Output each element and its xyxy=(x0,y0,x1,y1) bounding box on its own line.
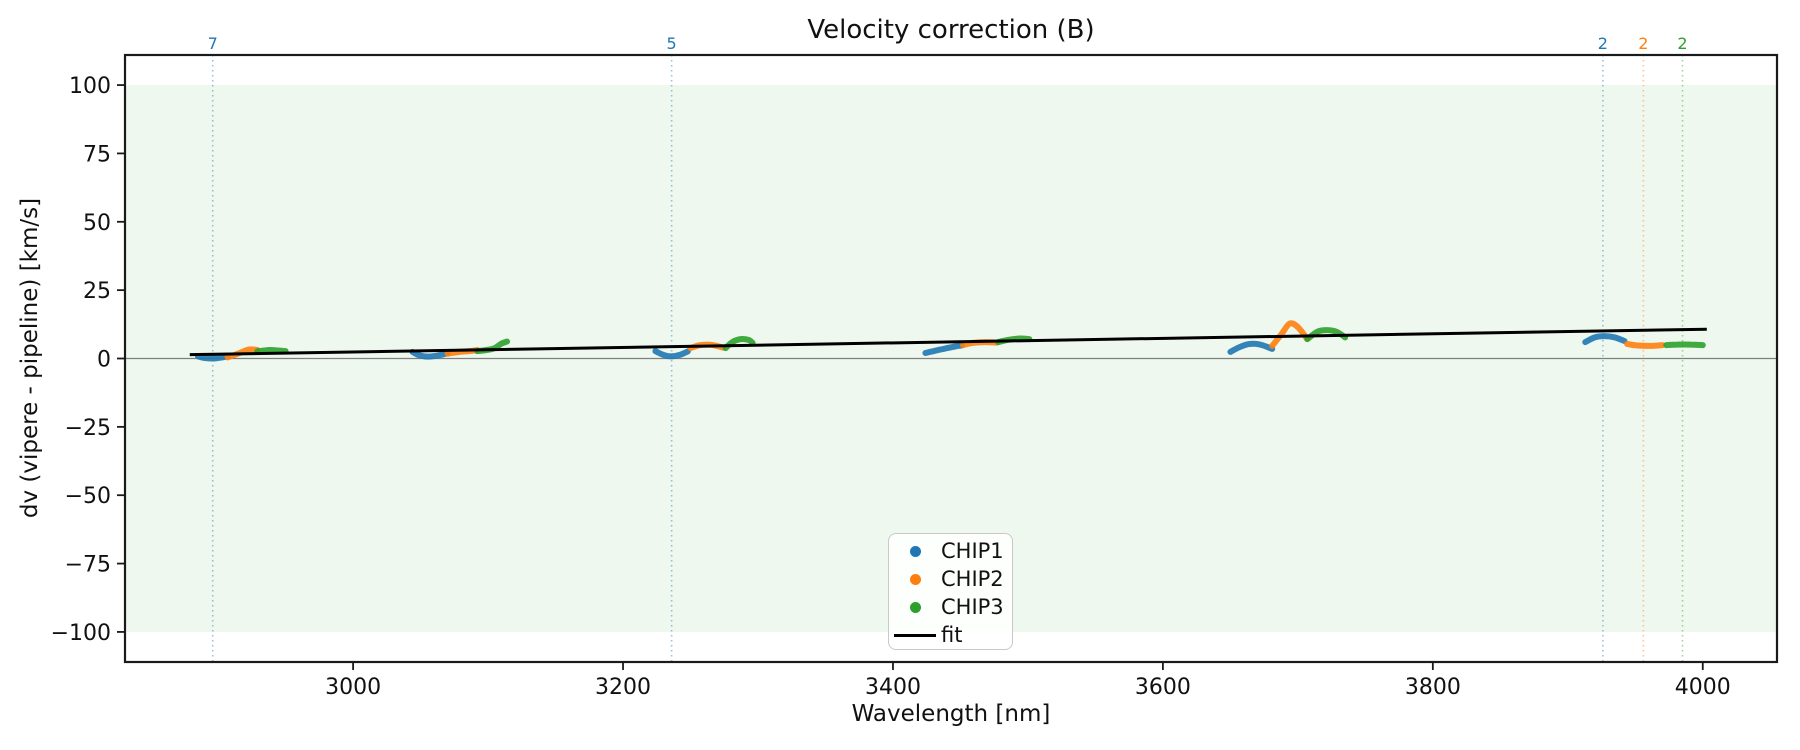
y-tick-label: 50 xyxy=(83,211,111,236)
chip1-data-segment xyxy=(652,348,691,360)
legend: CHIP1 CHIP2 CHIP3 fit xyxy=(888,533,1013,650)
order-count-label: 5 xyxy=(667,34,677,53)
legend-label: CHIP2 xyxy=(941,567,1004,592)
fit-line-icon xyxy=(894,633,936,637)
chip2-data-segment xyxy=(1624,341,1666,349)
order-count-label: 2 xyxy=(1677,34,1687,53)
legend-item-chip1: CHIP1 xyxy=(889,538,1012,566)
legend-label: CHIP1 xyxy=(941,539,1004,564)
y-tick-label: −75 xyxy=(65,553,111,578)
y-tick-label: 0 xyxy=(97,348,111,373)
legend-swatch-cell xyxy=(889,601,941,613)
legend-swatch-cell xyxy=(889,633,941,637)
chip2-dot-icon xyxy=(909,574,921,586)
y-tick-label: 100 xyxy=(69,74,111,99)
x-tick-label: 3400 xyxy=(865,675,921,700)
chip1-data-segment xyxy=(409,348,451,360)
legend-swatch-cell xyxy=(889,546,941,558)
x-tick-label: 3600 xyxy=(1135,675,1191,700)
y-axis-label: dv (vipere - pipeline) [km/s] xyxy=(17,197,43,519)
y-tick-label: −25 xyxy=(65,416,111,441)
chip3-data-segment xyxy=(1304,327,1349,343)
y-tick-label: −100 xyxy=(51,621,111,646)
x-tick-label: 3000 xyxy=(325,675,381,700)
chip3-data-segment xyxy=(254,346,289,355)
y-tick-label: −50 xyxy=(65,484,111,509)
chip1-data-segment xyxy=(194,353,231,362)
chip3-data-segment xyxy=(1663,341,1706,349)
x-tick-label: 4000 xyxy=(1675,675,1731,700)
x-tick-label: 3200 xyxy=(595,675,651,700)
order-count-label: 7 xyxy=(208,34,218,53)
legend-item-fit: fit xyxy=(889,621,1012,649)
chip3-data-segment xyxy=(722,335,756,352)
chip1-data-segment xyxy=(1227,340,1276,355)
legend-swatch-cell xyxy=(889,574,941,586)
chip1-data-segment xyxy=(1582,333,1628,346)
legend-item-chip2: CHIP2 xyxy=(889,566,1012,594)
order-count-label: 2 xyxy=(1598,34,1608,53)
chip1-data-segment xyxy=(922,342,965,356)
legend-label: CHIP3 xyxy=(941,594,1004,619)
fit-line xyxy=(189,327,1707,357)
x-axis-label: Wavelength [nm] xyxy=(851,701,1051,727)
y-tick-label: 75 xyxy=(83,142,111,167)
order-count-label: 2 xyxy=(1638,34,1648,53)
chart-title: Velocity correction (B) xyxy=(807,15,1095,45)
x-tick-label: 3800 xyxy=(1405,675,1461,700)
chip1-dot-icon xyxy=(909,546,921,558)
chip3-dot-icon xyxy=(909,601,921,613)
legend-label: fit xyxy=(941,622,963,647)
y-tick-label: 25 xyxy=(83,279,111,304)
legend-item-chip3: CHIP3 xyxy=(889,594,1012,622)
chip2-data-segment xyxy=(224,346,261,361)
